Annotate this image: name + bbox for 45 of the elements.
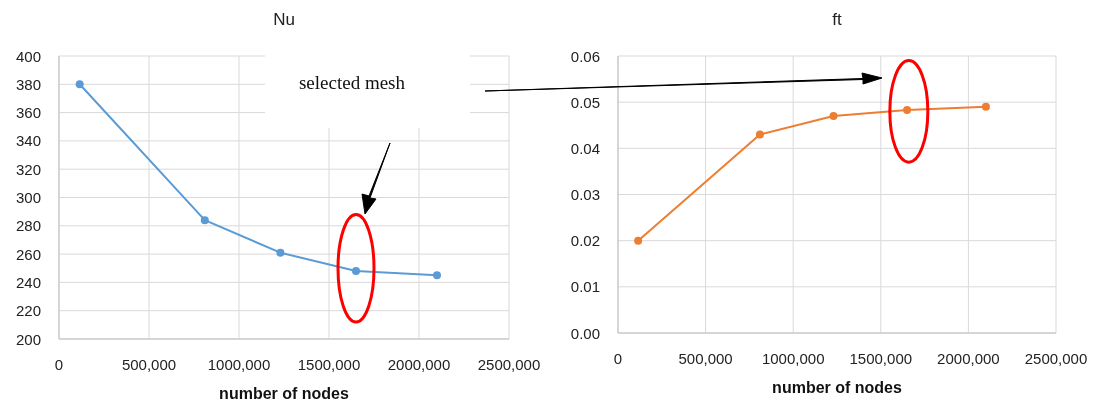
y-tick-label: 260 bbox=[15, 245, 41, 263]
x-tick-label: 0 bbox=[54, 355, 64, 373]
point bbox=[433, 271, 441, 280]
x-tick-label: 2500,000 bbox=[477, 355, 541, 373]
y-tick-label: 0.02 bbox=[570, 232, 600, 250]
y-tick-label: 240 bbox=[15, 273, 41, 291]
point bbox=[903, 106, 912, 115]
x-tick-label: 0 bbox=[613, 349, 623, 367]
point bbox=[352, 267, 360, 276]
x-axis-title: number of nodes bbox=[772, 379, 902, 396]
y-tick-label: 400 bbox=[15, 47, 41, 65]
y-tick-label: 200 bbox=[15, 330, 41, 348]
x-tick-label: 1000,000 bbox=[761, 349, 825, 367]
point bbox=[829, 112, 838, 121]
x-tick-label: 2000,000 bbox=[387, 355, 451, 373]
x-tick-label: 1500,000 bbox=[849, 349, 913, 367]
annotation: selected mesh bbox=[298, 71, 406, 93]
y-tick-label: 320 bbox=[15, 160, 41, 178]
chart-title: Nu bbox=[273, 10, 295, 29]
x-tick-label: 500,000 bbox=[121, 355, 177, 373]
y-tick-label: 280 bbox=[15, 217, 41, 235]
point bbox=[755, 130, 764, 139]
x-tick-label: 1500,000 bbox=[297, 355, 361, 373]
point bbox=[200, 216, 209, 225]
point bbox=[276, 248, 285, 257]
y-tick-label: 0.06 bbox=[570, 47, 600, 65]
x-tick-label: 2500,000 bbox=[1024, 349, 1088, 367]
y-tick-label: 220 bbox=[15, 302, 41, 320]
chart-title: ft bbox=[832, 10, 842, 29]
y-tick-label: 380 bbox=[15, 75, 41, 93]
y-tick-label: 0.01 bbox=[570, 278, 600, 296]
x-axis-title: number of nodes bbox=[219, 385, 349, 402]
point bbox=[75, 80, 84, 89]
point bbox=[634, 236, 643, 245]
x-tick-label: 500,000 bbox=[678, 349, 733, 367]
y-tick-label: 340 bbox=[15, 132, 41, 150]
y-tick-label: 0.04 bbox=[570, 139, 600, 157]
x-tick-label: 2000,000 bbox=[937, 349, 1000, 367]
y-tick-label: 0.05 bbox=[570, 93, 600, 111]
point bbox=[981, 102, 990, 111]
x-tick-label: 1000,000 bbox=[207, 355, 271, 373]
y-tick-label: 0.03 bbox=[570, 186, 600, 203]
y-tick-label: 0.00 bbox=[570, 324, 600, 342]
y-tick-label: 300 bbox=[15, 189, 41, 206]
y-tick-label: 360 bbox=[15, 104, 41, 122]
